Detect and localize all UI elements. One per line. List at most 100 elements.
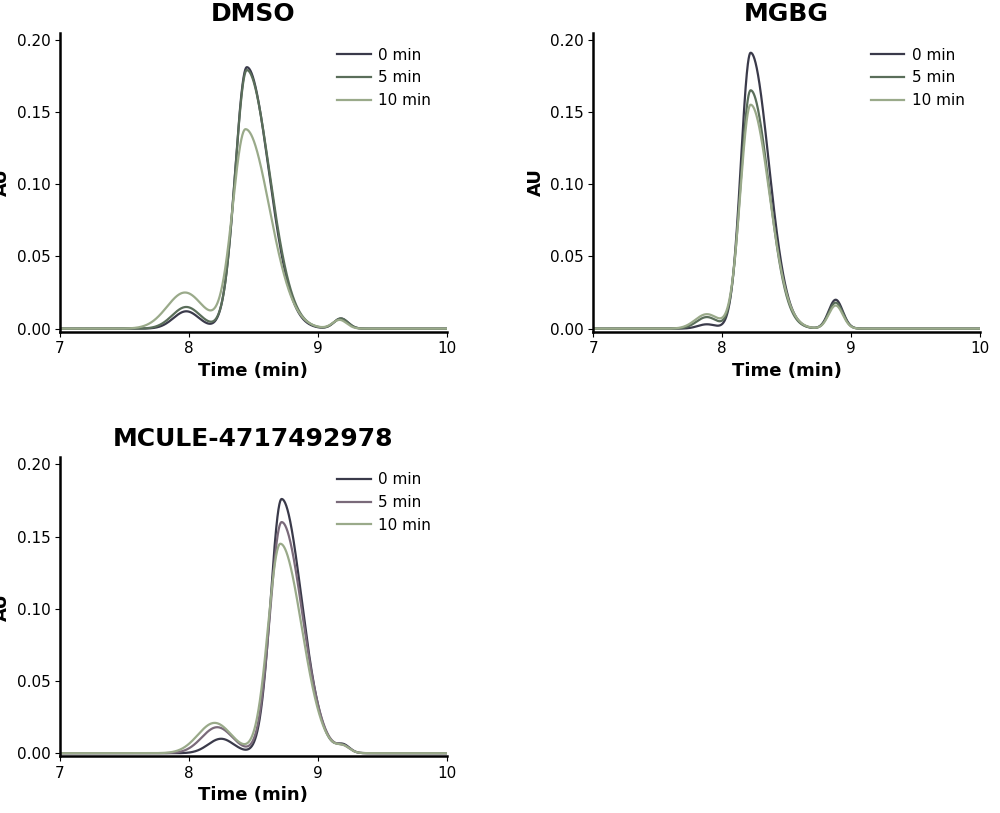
Title: MGBG: MGBG — [744, 2, 829, 26]
5 min — [441, 324, 453, 333]
Line: 5 min: 5 min — [60, 522, 447, 753]
5 min — [202, 726, 214, 736]
10 min — [967, 324, 979, 333]
Legend: 0 min, 5 min, 10 min: 0 min, 5 min, 10 min — [330, 40, 439, 115]
5 min — [433, 748, 445, 758]
10 min — [745, 100, 757, 110]
5 min — [925, 324, 937, 333]
Legend: 0 min, 5 min, 10 min: 0 min, 5 min, 10 min — [863, 40, 972, 115]
5 min — [632, 324, 644, 333]
10 min — [753, 119, 765, 128]
Y-axis label: AU: AU — [0, 593, 11, 620]
X-axis label: Time (min): Time (min) — [732, 362, 842, 380]
5 min — [219, 280, 231, 289]
Title: MCULE-4717492978: MCULE-4717492978 — [113, 427, 394, 451]
0 min — [433, 324, 445, 333]
0 min — [219, 734, 231, 744]
5 min — [654, 324, 666, 333]
0 min — [736, 145, 748, 154]
0 min — [121, 324, 133, 333]
5 min — [391, 324, 403, 333]
10 min — [433, 748, 445, 758]
0 min — [98, 748, 110, 758]
Line: 5 min: 5 min — [60, 70, 447, 328]
5 min — [441, 748, 453, 758]
Y-axis label: AU: AU — [526, 168, 544, 196]
Line: 10 min: 10 min — [60, 129, 447, 328]
5 min — [241, 65, 253, 75]
10 min — [587, 324, 599, 333]
0 min — [219, 279, 231, 289]
Legend: 0 min, 5 min, 10 min: 0 min, 5 min, 10 min — [330, 465, 439, 541]
0 min — [433, 748, 445, 758]
5 min — [433, 324, 445, 333]
0 min — [587, 324, 599, 333]
0 min — [654, 324, 666, 333]
10 min — [239, 124, 251, 134]
0 min — [54, 324, 66, 333]
Line: 10 min: 10 min — [593, 105, 980, 328]
5 min — [121, 324, 133, 333]
0 min — [391, 748, 403, 758]
0 min — [632, 324, 644, 333]
0 min — [276, 494, 288, 504]
0 min — [441, 324, 453, 333]
10 min — [433, 324, 445, 333]
10 min — [391, 324, 403, 333]
X-axis label: Time (min): Time (min) — [198, 786, 308, 804]
10 min — [98, 748, 110, 758]
5 min — [98, 324, 110, 333]
10 min — [925, 324, 937, 333]
5 min — [98, 748, 110, 758]
0 min — [54, 748, 66, 758]
Y-axis label: AU: AU — [0, 168, 11, 196]
10 min — [736, 170, 748, 180]
10 min — [98, 324, 110, 333]
5 min — [967, 324, 979, 333]
10 min — [121, 748, 133, 758]
10 min — [274, 539, 286, 549]
0 min — [202, 740, 214, 750]
5 min — [54, 324, 66, 333]
Line: 0 min: 0 min — [60, 67, 447, 328]
Title: DMSO: DMSO — [211, 2, 296, 26]
10 min — [654, 324, 666, 333]
5 min — [391, 748, 403, 758]
Line: 0 min: 0 min — [60, 499, 447, 753]
10 min — [441, 748, 453, 758]
10 min — [54, 748, 66, 758]
0 min — [925, 324, 937, 333]
0 min — [391, 324, 403, 333]
5 min — [745, 85, 757, 95]
X-axis label: Time (min): Time (min) — [198, 362, 308, 380]
10 min — [974, 324, 986, 333]
0 min — [967, 324, 979, 333]
0 min — [202, 319, 214, 328]
0 min — [441, 748, 453, 758]
10 min — [202, 305, 214, 315]
5 min — [121, 748, 133, 758]
0 min — [753, 73, 765, 83]
10 min — [391, 748, 403, 758]
5 min — [219, 725, 231, 735]
10 min — [54, 324, 66, 333]
5 min — [974, 324, 986, 333]
0 min — [98, 324, 110, 333]
Line: 10 min: 10 min — [60, 544, 447, 753]
5 min — [587, 324, 599, 333]
5 min — [202, 316, 214, 326]
10 min — [219, 265, 231, 275]
0 min — [974, 324, 986, 333]
5 min — [54, 748, 66, 758]
5 min — [736, 163, 748, 173]
0 min — [745, 48, 757, 58]
10 min — [219, 724, 231, 733]
Line: 0 min: 0 min — [593, 53, 980, 328]
10 min — [202, 720, 214, 730]
0 min — [241, 63, 253, 72]
10 min — [121, 324, 133, 333]
10 min — [632, 324, 644, 333]
Line: 5 min: 5 min — [593, 90, 980, 328]
5 min — [276, 517, 288, 527]
0 min — [121, 748, 133, 758]
